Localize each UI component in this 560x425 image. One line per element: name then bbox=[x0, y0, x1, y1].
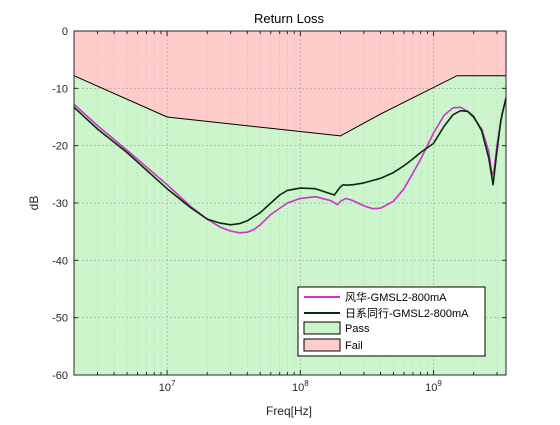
x-tick-label: 107 bbox=[159, 379, 176, 394]
y-tick-label: -20 bbox=[52, 141, 68, 153]
legend-label-series-1: 风华-GMSL2-800mA bbox=[345, 290, 447, 304]
legend-label-series-2: 日系同行-GMSL2-800mA bbox=[345, 307, 469, 320]
y-tick-label: -30 bbox=[52, 198, 68, 210]
y-tick-label: 0 bbox=[62, 26, 68, 38]
fail-region bbox=[74, 31, 506, 136]
limit-mask-line bbox=[73, 75, 506, 137]
x-tick-label: 108 bbox=[292, 379, 309, 394]
y-axis-label: dB bbox=[27, 196, 41, 211]
legend-swatch-pass bbox=[303, 321, 341, 335]
legend-label-pass: Pass bbox=[345, 323, 370, 335]
series-line-2 bbox=[73, 97, 507, 226]
x-axis-label: Freq[Hz] bbox=[266, 404, 312, 418]
chart-title: Return Loss bbox=[254, 11, 325, 26]
legend-label-fail: Fail bbox=[345, 340, 363, 352]
y-tick-label: -50 bbox=[52, 313, 68, 325]
chart-legend: 风华-GMSL2-800mA 日系同行-GMSL2-800mA Pass Fai… bbox=[297, 286, 486, 357]
y-tick-label: -60 bbox=[52, 370, 68, 382]
y-tick-label: -40 bbox=[52, 255, 68, 267]
y-tick-label: -10 bbox=[52, 83, 68, 95]
legend-swatch-fail bbox=[303, 338, 341, 352]
x-tick-label: 109 bbox=[425, 379, 442, 394]
